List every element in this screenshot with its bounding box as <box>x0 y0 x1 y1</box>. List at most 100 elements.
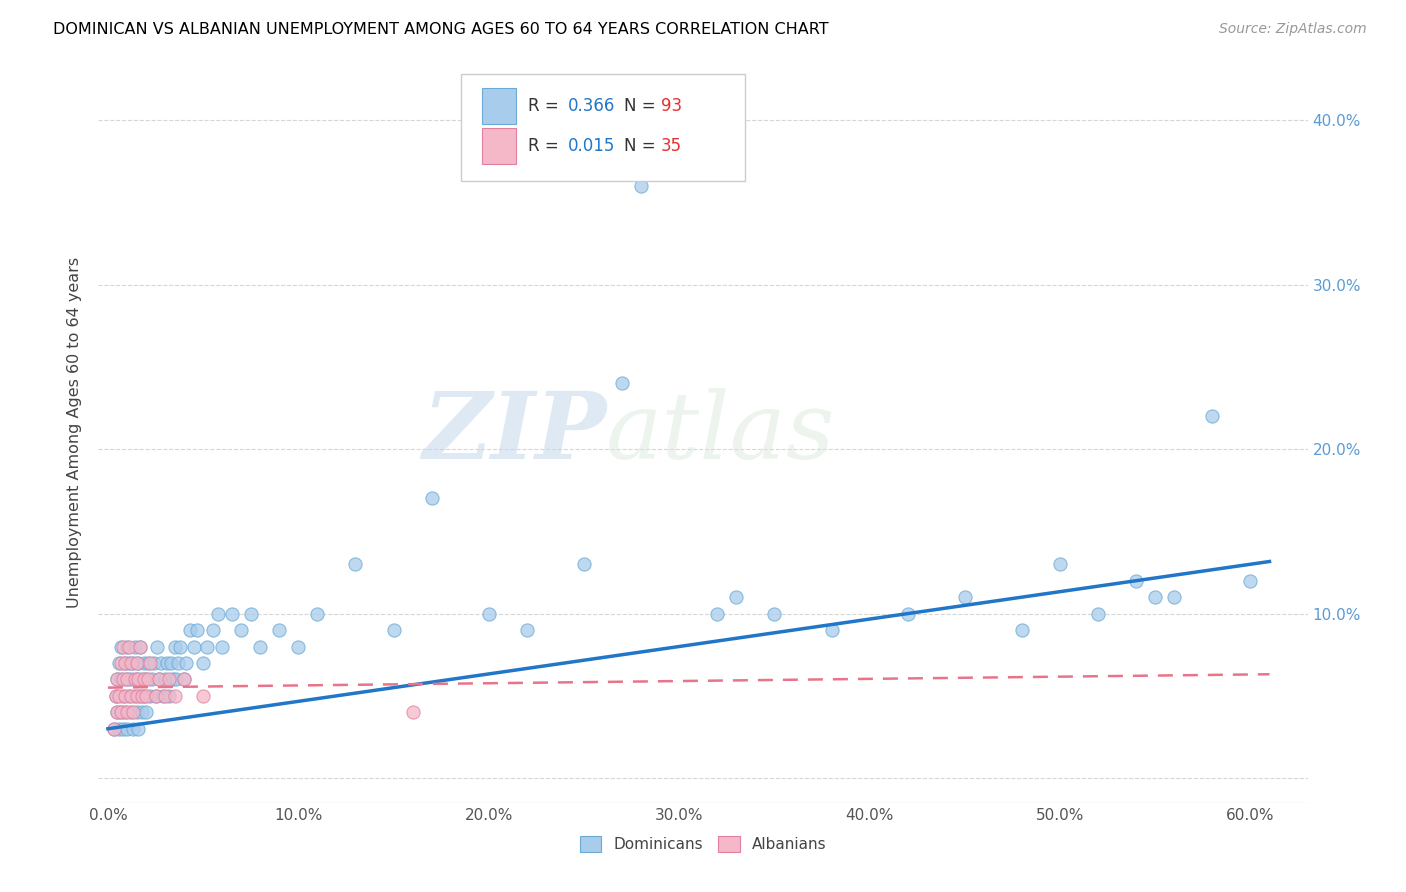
Point <box>401 706 423 720</box>
Point <box>145 689 167 703</box>
Point <box>112 722 135 736</box>
Point <box>211 640 233 654</box>
Point <box>107 673 129 687</box>
Point <box>207 607 229 621</box>
Point <box>114 656 136 670</box>
Point <box>159 656 181 670</box>
Point <box>110 673 132 687</box>
Point <box>166 673 188 687</box>
Text: atlas: atlas <box>606 388 835 477</box>
Point <box>115 706 138 720</box>
Point <box>1011 623 1033 637</box>
Point <box>344 558 367 572</box>
Point <box>115 640 138 654</box>
Point <box>1125 574 1147 588</box>
Point <box>1144 590 1167 604</box>
Point <box>167 656 190 670</box>
Point <box>108 722 131 736</box>
Point <box>120 673 142 687</box>
Point <box>1239 574 1261 588</box>
Point <box>382 623 405 637</box>
Point <box>110 640 132 654</box>
Point <box>131 706 153 720</box>
Point <box>173 673 195 687</box>
Point <box>125 673 148 687</box>
Point <box>897 607 920 621</box>
Point <box>169 640 191 654</box>
Point <box>820 623 842 637</box>
Y-axis label: Unemployment Among Ages 60 to 64 years: Unemployment Among Ages 60 to 64 years <box>67 257 83 608</box>
Text: N =: N = <box>624 97 661 115</box>
FancyBboxPatch shape <box>482 88 516 124</box>
Point <box>114 689 136 703</box>
Point <box>131 689 153 703</box>
Point <box>1201 409 1223 424</box>
Point <box>124 689 146 703</box>
Point <box>191 689 214 703</box>
Point <box>112 673 135 687</box>
Point <box>134 689 156 703</box>
Point <box>112 689 135 703</box>
Point <box>150 656 173 670</box>
Point <box>135 706 157 720</box>
Point <box>183 640 205 654</box>
Point <box>125 706 148 720</box>
Point <box>148 673 170 687</box>
Point <box>108 656 131 670</box>
Point <box>307 607 329 621</box>
Text: DOMINICAN VS ALBANIAN UNEMPLOYMENT AMONG AGES 60 TO 64 YEARS CORRELATION CHART: DOMINICAN VS ALBANIAN UNEMPLOYMENT AMONG… <box>53 22 830 37</box>
Point <box>953 590 976 604</box>
Point <box>139 656 162 670</box>
Point <box>115 673 138 687</box>
Point <box>127 722 149 736</box>
FancyBboxPatch shape <box>461 73 745 181</box>
Point <box>420 491 443 506</box>
Point <box>135 689 157 703</box>
Point <box>135 673 157 687</box>
Point <box>136 656 159 670</box>
Point <box>134 656 156 670</box>
Point <box>103 722 125 736</box>
Point <box>124 640 146 654</box>
Point <box>125 689 148 703</box>
Point <box>221 607 243 621</box>
Text: ZIP: ZIP <box>422 388 606 477</box>
Text: 0.015: 0.015 <box>568 137 614 155</box>
Text: Source: ZipAtlas.com: Source: ZipAtlas.com <box>1219 22 1367 37</box>
Point <box>1049 558 1071 572</box>
Point <box>139 689 162 703</box>
Point <box>763 607 786 621</box>
Point <box>163 640 186 654</box>
Text: 93: 93 <box>661 97 682 115</box>
Point <box>516 623 538 637</box>
Point <box>630 178 652 193</box>
Text: 0.366: 0.366 <box>568 97 614 115</box>
Point <box>141 673 163 687</box>
Point <box>725 590 748 604</box>
Point <box>129 689 152 703</box>
Point <box>120 689 142 703</box>
Point <box>153 673 176 687</box>
Point <box>179 623 201 637</box>
Point <box>478 607 501 621</box>
Point <box>115 722 138 736</box>
Point <box>127 673 149 687</box>
Point <box>118 689 141 703</box>
Text: R =: R = <box>527 97 564 115</box>
Point <box>136 673 159 687</box>
Point <box>142 656 165 670</box>
Point <box>145 689 167 703</box>
Point <box>127 656 149 670</box>
Point <box>201 623 224 637</box>
Point <box>269 623 291 637</box>
Point <box>1087 607 1109 621</box>
Point <box>129 640 152 654</box>
Point <box>121 656 143 670</box>
Point <box>131 673 153 687</box>
Point <box>118 640 141 654</box>
Point <box>249 640 271 654</box>
Point <box>162 673 184 687</box>
Point <box>110 656 132 670</box>
Point <box>173 673 195 687</box>
Point <box>124 673 146 687</box>
